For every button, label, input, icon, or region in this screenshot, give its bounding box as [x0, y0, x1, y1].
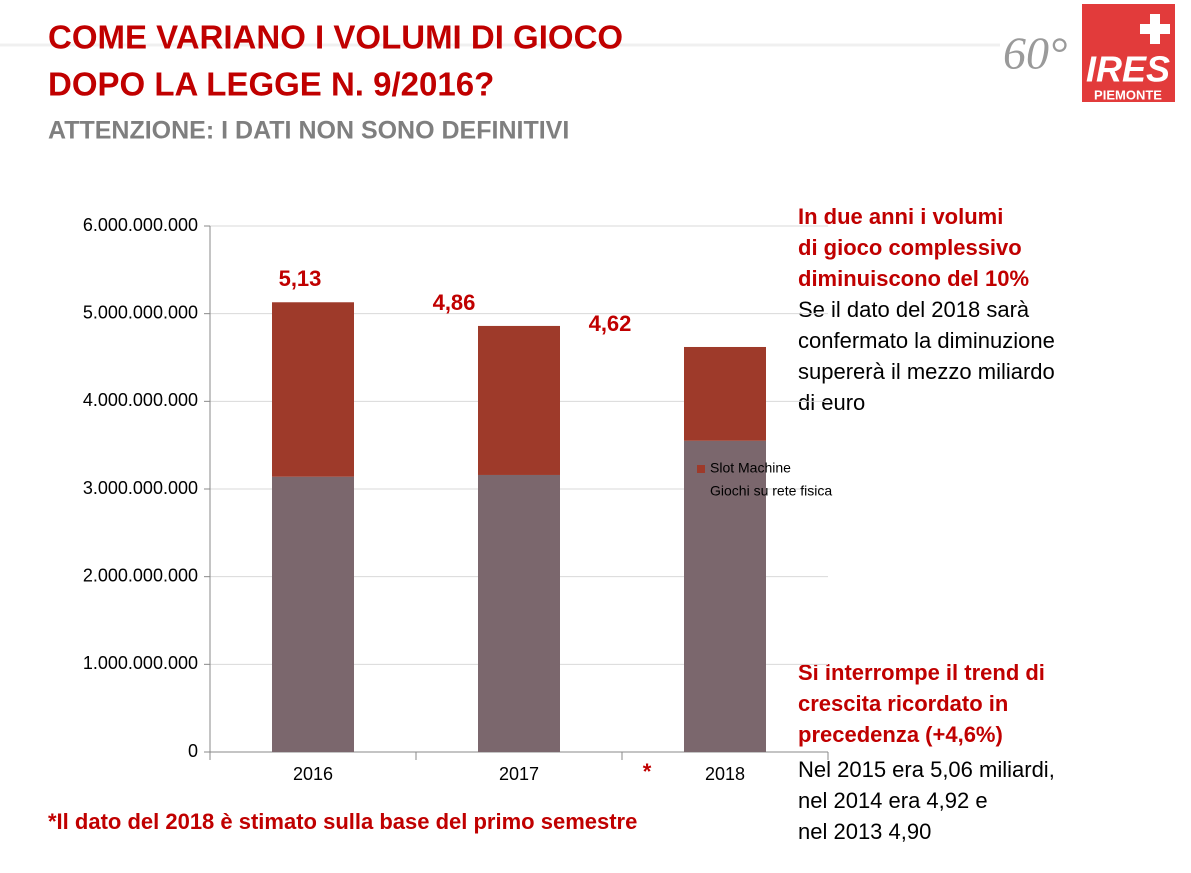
y-tick-label: 4.000.000.000 — [83, 390, 198, 410]
title-line: DOPO LA LEGGE N. 9/2016? — [48, 66, 494, 103]
note-line: di gioco complessivo — [798, 235, 1022, 260]
x-tick-label: 2017 — [499, 764, 539, 784]
logo-name: IRES — [1086, 49, 1170, 90]
note-line: di euro — [798, 390, 865, 415]
total-label: 5,13 — [279, 266, 322, 291]
logo-region: PIEMONTE — [1094, 87, 1162, 102]
x-tick-label: 2018 — [705, 764, 745, 784]
legend-label: Giochi su rete fisica — [710, 483, 832, 499]
bar-segment — [272, 476, 354, 752]
bar-segment — [272, 302, 354, 477]
note-line: nel 2014 era 4,92 e — [798, 788, 988, 813]
bar-segment — [478, 474, 560, 752]
legend-label: Slot Machine — [710, 460, 791, 476]
note-line: crescita ricordato in — [798, 691, 1008, 716]
y-tick-label: 5.000.000.000 — [83, 302, 198, 322]
total-label: 4,62 — [589, 311, 632, 336]
logo-anniversary: 60° — [1003, 28, 1067, 79]
footnote: *Il dato del 2018 è stimato sulla base d… — [48, 809, 637, 834]
bar-segment — [478, 325, 560, 475]
note-line: Se il dato del 2018 sarà — [798, 297, 1030, 322]
x-tick-label: 2016 — [293, 764, 333, 784]
note-line: Si interrompe il trend di — [798, 660, 1045, 685]
bar-segment — [684, 346, 766, 441]
note-line: Nel 2015 era 5,06 miliardi, — [798, 757, 1055, 782]
note-line: confermato la diminuzione — [798, 328, 1055, 353]
y-tick-label: 0 — [188, 741, 198, 761]
note-line: nel 2013 4,90 — [798, 819, 931, 844]
y-tick-label: 1.000.000.000 — [83, 653, 198, 673]
note-line: In due anni i volumi — [798, 204, 1003, 229]
note-line: diminuiscono del 10% — [798, 266, 1029, 291]
y-tick-label: 2.000.000.000 — [83, 565, 198, 585]
legend-swatch — [697, 465, 705, 473]
y-tick-label: 6.000.000.000 — [83, 215, 198, 235]
logo-cross — [1140, 24, 1170, 34]
total-label: 4,86 — [433, 290, 476, 315]
title-line: COME VARIANO I VOLUMI DI GIOCO — [48, 19, 623, 56]
note-line: precedenza (+4,6%) — [798, 722, 1003, 747]
estimate-marker: * — [643, 759, 652, 784]
logo: 60° IRES PIEMONTE — [1003, 4, 1175, 102]
legend-swatch — [697, 488, 705, 496]
subtitle: ATTENZIONE: I DATI NON SONO DEFINITIVI — [48, 117, 569, 145]
y-tick-label: 3.000.000.000 — [83, 478, 198, 498]
note-line: supererà il mezzo miliardo — [798, 359, 1055, 384]
